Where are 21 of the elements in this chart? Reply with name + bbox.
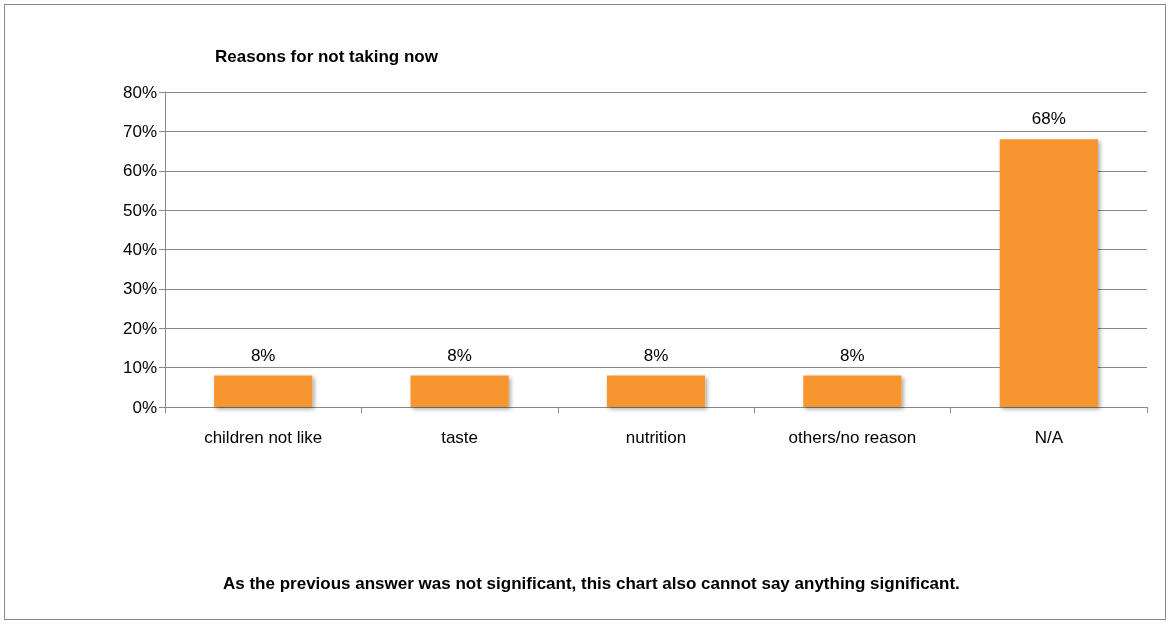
y-tick-label: 60% [122,161,157,181]
x-tick-label: children not like [204,428,323,447]
y-tick-label: 30% [122,279,157,299]
data-label: 8% [643,345,669,365]
data-label: 8% [840,345,865,365]
chart-title: Reasons for not taking now [215,47,439,66]
y-tick-label: 50% [122,200,157,220]
y-tick-label: 80% [122,82,157,102]
y-tick-label: 0% [132,397,157,417]
data-label: 68% [1031,109,1066,129]
x-tick-label: others/no reason [788,428,917,447]
x-tick-label: nutrition [625,428,687,447]
text: As the previous answer was not significant, this chart also cannot say anything significant. [223,574,960,593]
y-tick-label: 70% [122,121,157,141]
x-tick-label: N/A [1034,428,1064,447]
y-tick-label: 10% [122,358,157,378]
y-tick-label: 20% [122,318,157,338]
data-label: 8% [250,345,276,365]
x-tick-label: taste [441,428,479,447]
y-tick-label: 40% [122,240,157,259]
data-label: 8% [447,345,472,365]
